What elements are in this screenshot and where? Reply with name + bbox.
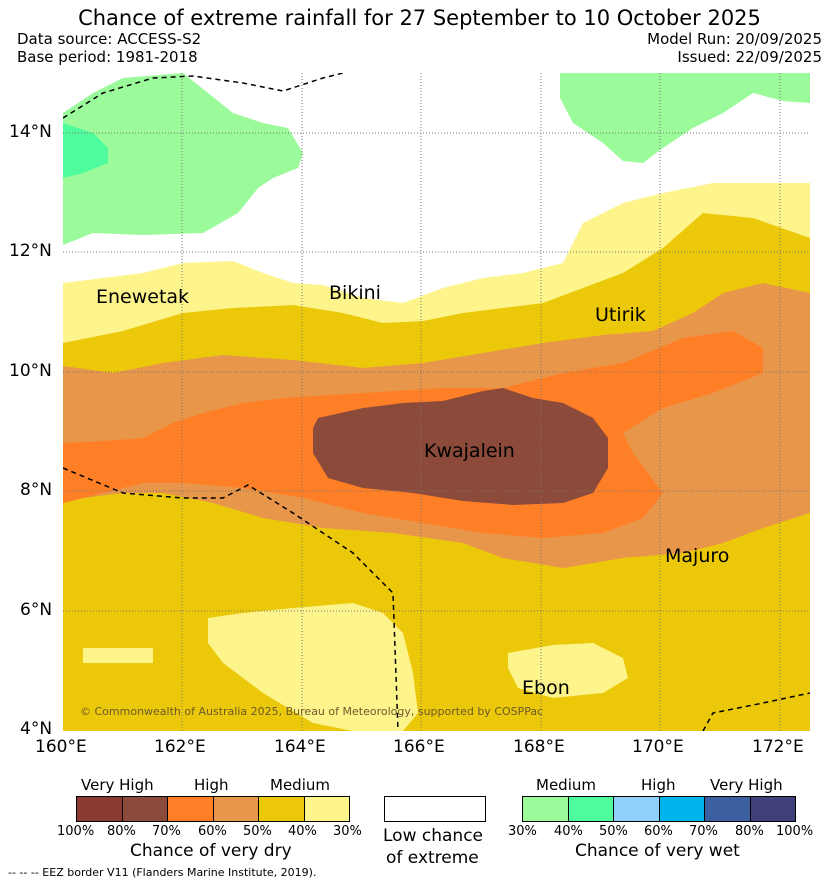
dry-swatch-5 — [259, 797, 305, 821]
dry-medium-low-blob-s — [208, 603, 418, 731]
issued-date: Issued: 22/09/2025 — [677, 48, 822, 66]
wet-swatch-1 — [523, 797, 569, 821]
lat-label-4n: 4°N — [20, 719, 53, 739]
dry-swatch-3 — [168, 797, 214, 821]
wet-tick-80: 80% — [735, 824, 764, 839]
lon-label-170e: 170°E — [632, 737, 684, 757]
wet-high-region-nw — [63, 123, 108, 178]
dry-tick-80: 80% — [107, 824, 136, 839]
wet-swatch-5 — [705, 797, 751, 821]
wet-tick-70: 70% — [689, 824, 718, 839]
wet-header-medium: Medium — [536, 776, 596, 794]
dry-header-medium: Medium — [270, 776, 330, 794]
label-majuro: Majuro — [665, 545, 730, 567]
lon-label-160e: 160°E — [35, 737, 87, 757]
wet-tick-60: 60% — [644, 824, 673, 839]
lat-label-6n: 6°N — [20, 600, 53, 620]
dry-swatch-6 — [304, 797, 349, 821]
wet-medium-region-ne — [560, 73, 810, 163]
base-period: Base period: 1981-2018 — [17, 48, 198, 66]
map-svg — [63, 73, 810, 731]
lon-label-162e: 162°E — [154, 737, 206, 757]
chart-title: Chance of extreme rainfall for 27 Septem… — [78, 6, 761, 30]
copyright-notice: © Commonwealth of Australia 2025, Bureau… — [80, 705, 544, 718]
dry-tick-30: 30% — [333, 824, 362, 839]
label-bikini: Bikini — [329, 282, 381, 304]
wet-tick-100: 100% — [776, 824, 814, 839]
eez-footnote: -- -- -- EEZ border V11 (Flanders Marine… — [8, 866, 317, 879]
lon-label-166e: 166°E — [393, 737, 445, 757]
dry-tick-50: 50% — [243, 824, 272, 839]
eez-border — [63, 73, 810, 731]
data-source: Data source: ACCESS-S2 — [17, 30, 202, 48]
dry-legend-title: Chance of very dry — [130, 841, 292, 861]
lon-label-164e: 164°E — [274, 737, 326, 757]
dry-swatch-1 — [77, 797, 123, 821]
wet-legend-title: Chance of very wet — [575, 841, 740, 861]
lat-label-14n: 14°N — [9, 122, 52, 142]
lat-label-12n: 12°N — [9, 241, 52, 261]
label-kwajalein: Kwajalein — [424, 440, 515, 462]
wet-header-high: High — [641, 776, 676, 794]
wet-swatch-4 — [659, 797, 705, 821]
dry-tick-100: 100% — [57, 824, 95, 839]
model-run: Model Run: 20/09/2025 — [647, 30, 822, 48]
dry-header-high: High — [194, 776, 229, 794]
low-chance-label-2: of extreme — [386, 848, 479, 868]
dry-medium-low-blob-ebon — [508, 643, 628, 698]
wet-tick-50: 50% — [599, 824, 628, 839]
lon-label-168e: 168°E — [513, 737, 565, 757]
dry-swatch-2 — [122, 797, 168, 821]
dry-tick-40: 40% — [288, 824, 317, 839]
low-chance-swatch — [384, 796, 486, 822]
wet-swatch-6 — [750, 797, 795, 821]
wet-colorbar — [522, 796, 796, 822]
label-utirik: Utirik — [595, 304, 646, 326]
lon-label-172e: 172°E — [752, 737, 804, 757]
dry-header-very-high: Very High — [81, 776, 154, 794]
dry-swatch-4 — [213, 797, 259, 821]
lat-label-10n: 10°N — [9, 361, 52, 381]
low-chance-label-1: Low chance — [383, 826, 483, 846]
rainfall-map: Enewetak Bikini Utirik Kwajalein Majuro … — [63, 73, 810, 731]
dry-tick-70: 70% — [152, 824, 181, 839]
wet-header-very-high: Very High — [710, 776, 783, 794]
wet-tick-40: 40% — [554, 824, 583, 839]
dry-colorbar — [76, 796, 350, 822]
dry-tick-60: 60% — [198, 824, 227, 839]
wet-tick-30: 30% — [508, 824, 537, 839]
wet-swatch-2 — [568, 797, 614, 821]
dry-medium-low-blob-w — [83, 648, 153, 663]
lat-label-8n: 8°N — [20, 480, 53, 500]
wet-swatch-3 — [614, 797, 660, 821]
label-enewetak: Enewetak — [96, 286, 190, 308]
dry-very-high-region — [313, 388, 608, 505]
label-ebon: Ebon — [522, 677, 570, 699]
wet-medium-region-nw — [63, 73, 303, 245]
